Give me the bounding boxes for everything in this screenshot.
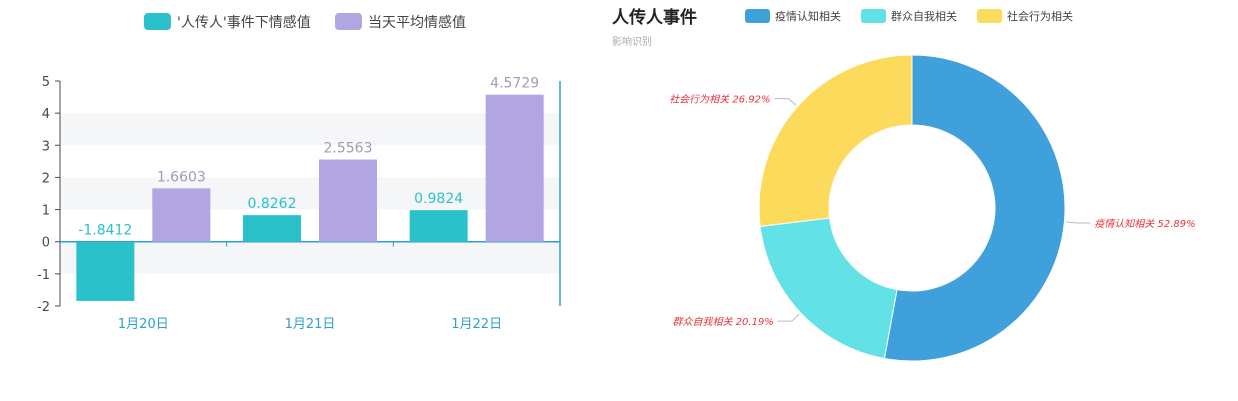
pie-leader-line [1066,221,1091,224]
pie-legend: 疫情认知相关 群众自我相关 社会行为相关 [745,9,1073,23]
bar-value-label: 0.8262 [248,196,297,212]
bar [152,188,211,242]
pie-slice [759,217,898,360]
pie-leader-line [777,313,800,322]
pie-slices [758,54,1066,362]
grid-band [60,241,560,274]
bar [485,94,544,242]
bar-axes: -2 -1 0 1 2 3 4 5 1月20日 1月21日 1月22日 [37,75,561,332]
y-tick-label: 3 [42,139,50,154]
legend-swatch [335,13,362,30]
bar-chart: '人传人'事件下情感值 当天平均情感值 -2 -1 0 1 2 3 4 5 1月20日 1月21日 1… [37,13,561,332]
grid-band [60,113,560,146]
x-tick-label: 1月21日 [285,317,336,332]
y-tick-label: -1 [37,268,50,283]
y-tick-label: 5 [42,75,50,90]
legend-label: 群众自我相关 [891,9,957,23]
pie-slice-label: 疫情认知相关 52.89% [1094,218,1195,230]
bar [76,241,135,301]
pie-slice [758,54,913,227]
x-tick-label: 1月22日 [451,317,502,332]
pie-title: 人传人事件 [612,7,697,28]
legend-label: 社会行为相关 [1007,9,1073,23]
y-tick-label: 1 [42,204,50,219]
legend-label: '人传人'事件下情感值 [177,14,311,31]
y-tick-label: 4 [42,107,50,122]
bar-value-label: 1.6603 [157,169,206,185]
bar-value-label: -1.8412 [78,223,132,239]
y-tick-label: 2 [42,171,50,186]
pie-slice-label: 社会行为相关 26.92% [669,94,770,106]
legend-swatch [861,9,886,23]
pie-labels: 疫情认知相关 52.89% 群众自我相关 20.19% 社会行为相关 26.92% [669,94,1195,328]
bar-data-labels: -1.8412 1.6603 0.8262 2.5563 0.9824 4.5729 [78,76,539,239]
x-tick-label: 1月20日 [118,317,169,332]
bar [319,159,377,242]
legend-label: 疫情认知相关 [775,9,841,23]
legend-swatch [745,9,770,23]
legend-swatch [977,9,1002,23]
bar-marks [76,94,544,301]
bar [409,210,468,242]
legend-swatch [144,13,171,30]
pie-leader-line [774,98,797,106]
y-tick-label: 0 [42,236,50,251]
pie-slice-label: 群众自我相关 20.19% [673,316,774,328]
pie-slice [883,54,1066,362]
bar-legend: '人传人'事件下情感值 当天平均情感值 [144,13,466,31]
bar [243,215,301,242]
bar-grid-bands [60,113,560,274]
bar-value-label: 2.5563 [324,141,373,157]
bar-value-label: 0.9824 [414,191,463,207]
y-tick-label: -2 [37,300,50,315]
pie-subtitle: 影响识别 [612,35,652,48]
pie-chart: 人传人事件 影响识别 疫情认知相关 群众自我相关 社会行为相关 疫情认知相关 52.… [612,7,1196,362]
legend-label: 当天平均情感值 [368,14,466,31]
bar-value-label: 4.5729 [490,76,539,92]
grid-band [60,177,560,210]
